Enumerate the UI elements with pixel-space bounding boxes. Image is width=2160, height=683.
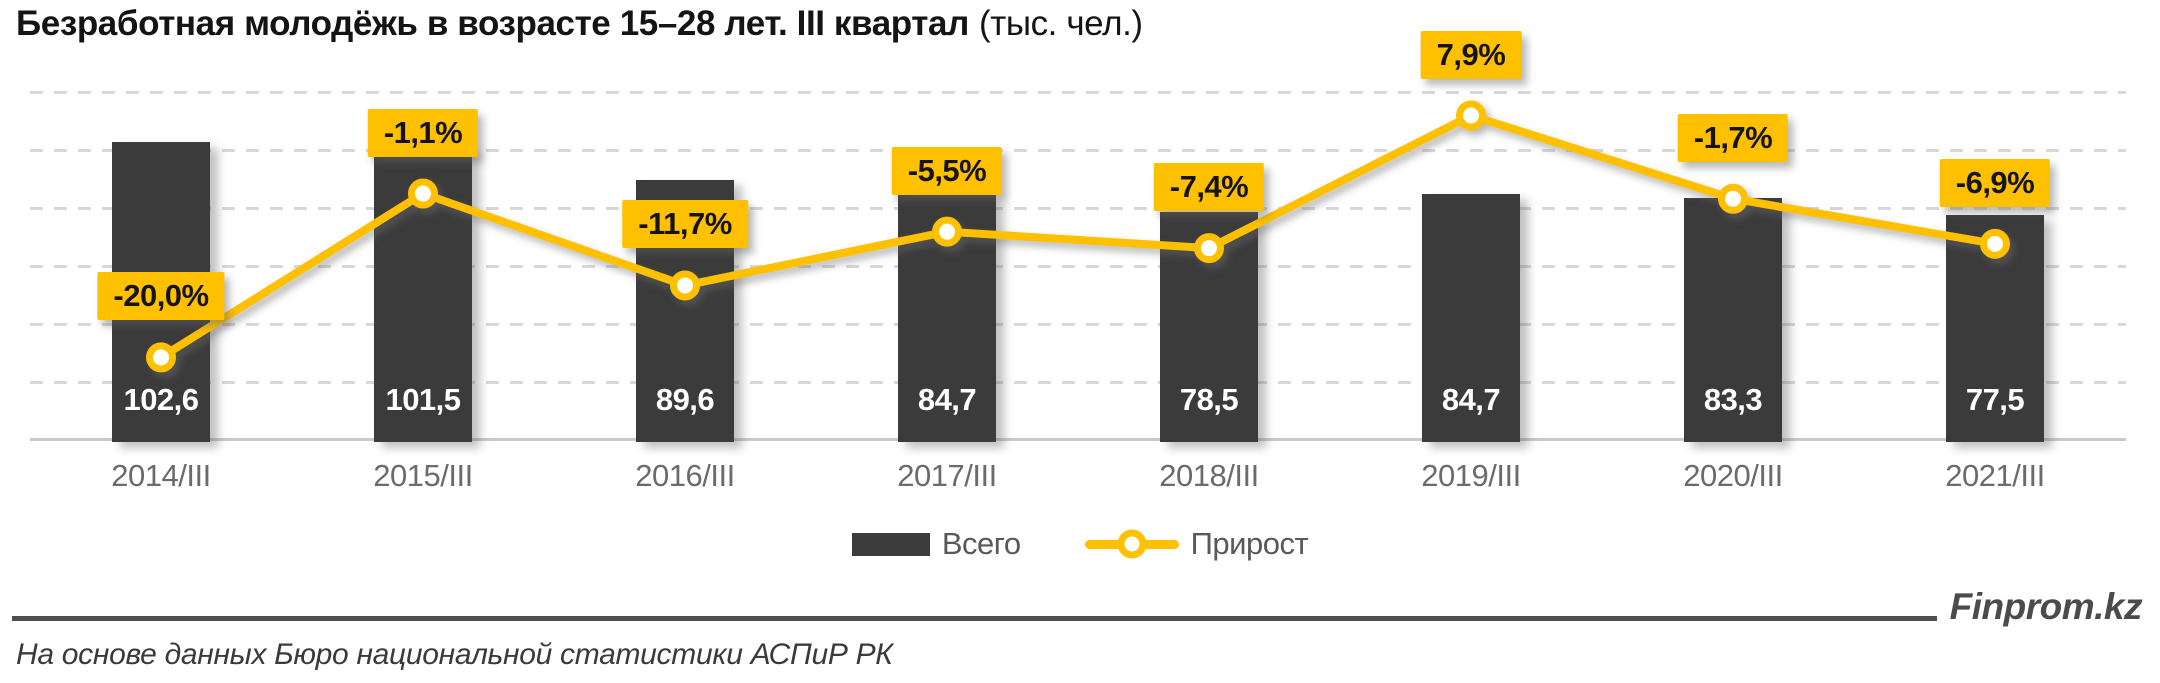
- legend-line-marker-icon: [1084, 529, 1179, 559]
- line-marker: [1194, 233, 1224, 264]
- bar-value-label: 102,6: [123, 381, 199, 417]
- x-tick-label: 2021/III: [1945, 458, 2045, 493]
- bar-value-label: 89,6: [655, 381, 715, 417]
- growth-label: -5,5%: [891, 146, 1003, 195]
- legend-item-growth: Прирост: [1084, 526, 1309, 562]
- legend-label-total: Всего: [941, 526, 1021, 561]
- x-tick-label: 2016/III: [635, 458, 735, 493]
- growth-line: [157, 111, 1999, 362]
- legend-item-total: Всего: [851, 526, 1021, 562]
- legend-bar-swatch-icon: [851, 532, 930, 556]
- chart-title-unit: (тыс. чел.): [978, 4, 1143, 43]
- gridline: [30, 381, 2126, 384]
- bar-value-label: 77,5: [1965, 382, 2025, 417]
- gridline: [30, 149, 2126, 152]
- legend: Всего Прирост: [0, 526, 2160, 562]
- line-marker: [1456, 100, 1486, 131]
- gridline: [30, 323, 2126, 326]
- line-marker: [408, 178, 438, 209]
- gridline: [30, 265, 2126, 268]
- line-marker: [1718, 183, 1748, 214]
- gridline: [30, 91, 2126, 94]
- line-marker: [670, 270, 700, 301]
- growth-label: -1,1%: [367, 108, 479, 157]
- brand-logo: Finprom.kz: [1949, 586, 2143, 627]
- bar-value-label: 84,7: [917, 381, 977, 417]
- source-note: На основе данных Бюро национальной стати…: [16, 638, 893, 671]
- growth-label: -6,9%: [1939, 158, 2051, 207]
- growth-label: -20,0%: [97, 272, 225, 321]
- x-tick-label: 2019/III: [1421, 458, 1521, 493]
- legend-line-dot-icon: [1117, 529, 1147, 559]
- growth-label: -11,7%: [622, 200, 748, 249]
- growth-label: -1,7%: [1677, 113, 1789, 162]
- line-marker: [1980, 228, 2010, 259]
- chart-title: Безработная молодёжь в возрасте 15–28 ле…: [16, 4, 1143, 44]
- bar-value-label: 101,5: [385, 381, 461, 417]
- bar-value-label: 78,5: [1179, 381, 1239, 417]
- bar-2020/III: 83,3: [1684, 198, 1782, 442]
- x-tick-label: 2017/III: [897, 458, 997, 493]
- bar-value-label: 83,3: [1703, 381, 1763, 417]
- x-tick-label: 2018/III: [1159, 458, 1259, 493]
- x-tick-label: 2014/III: [111, 458, 211, 493]
- gridline: [30, 207, 2126, 210]
- bar-2019/III: 84,7: [1422, 194, 1520, 442]
- x-tick-label: 2020/III: [1683, 458, 1783, 493]
- legend-label-growth: Прирост: [1190, 526, 1309, 561]
- line-marker: [932, 216, 962, 247]
- growth-label: -7,4%: [1153, 163, 1265, 212]
- x-tick-label: 2015/III: [373, 458, 473, 493]
- line-marker: [146, 342, 176, 373]
- x-axis-line: [30, 438, 2126, 441]
- footer-divider: [12, 616, 1937, 621]
- chart-title-main: Безработная молодёжь в возрасте 15–28 ле…: [16, 4, 969, 43]
- growth-label: 7,9%: [1420, 30, 1522, 79]
- bar-value-label: 84,7: [1441, 381, 1501, 417]
